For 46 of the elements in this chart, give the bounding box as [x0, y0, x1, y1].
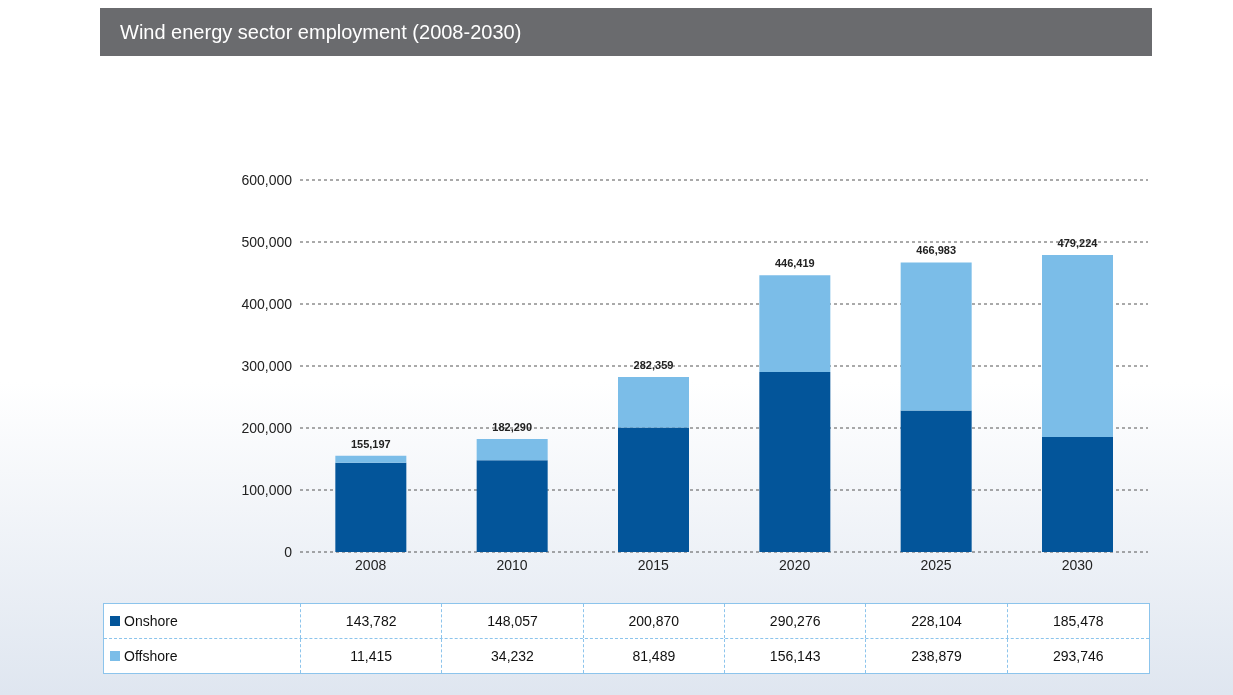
- legend-label: Onshore: [124, 613, 178, 629]
- y-tick-label: 0: [284, 543, 293, 560]
- data-label: 81,489: [583, 639, 725, 673]
- x-tick-label: 2008: [355, 556, 387, 573]
- x-tick-label: 2025: [920, 556, 952, 573]
- data-label: 11,415: [301, 639, 443, 673]
- data-label: 228,104: [866, 604, 1008, 638]
- x-tick-label: 2015: [637, 556, 670, 573]
- chart-title: Wind energy sector employment (2008-2030): [100, 8, 1152, 56]
- total-label: 466,983: [916, 244, 957, 257]
- y-tick-label: 100,000: [241, 481, 293, 498]
- x-tick-label: 2020: [779, 556, 811, 573]
- total-label: 479,224: [1057, 236, 1099, 249]
- data-label: 148,057: [442, 604, 584, 638]
- bar: [618, 376, 689, 428]
- y-tick-label: 300,000: [241, 357, 293, 374]
- y-tick-label: 200,000: [241, 419, 293, 436]
- bar: [1042, 437, 1113, 552]
- data-label: 200,870: [583, 604, 725, 638]
- data-label: 185,478: [1052, 612, 1105, 631]
- y-tick-label: 600,000: [241, 171, 293, 188]
- y-tick-label: 500,000: [241, 233, 293, 250]
- bar: [900, 410, 972, 552]
- total-label: 282,359: [633, 358, 674, 371]
- legend-label: Offshore: [124, 648, 178, 664]
- bar: [618, 427, 689, 552]
- bar: [1042, 254, 1113, 437]
- x-tick-label: 2030: [1061, 556, 1094, 573]
- data-label: 156,143: [724, 639, 867, 673]
- x-tick-label: 2010: [496, 556, 528, 573]
- bar: [759, 275, 831, 373]
- bar: [759, 372, 831, 552]
- data-label: 238,879: [866, 639, 1008, 673]
- total-label: 446,419: [774, 257, 815, 270]
- total-label: 155,197: [350, 437, 391, 450]
- y-tick-label: 400,000: [241, 295, 293, 312]
- bar: [335, 455, 407, 463]
- total-label: 182,290: [492, 420, 533, 433]
- data-label: 34,232: [442, 639, 584, 673]
- bar: [476, 438, 548, 461]
- data-label: 143,782: [301, 604, 443, 638]
- bar: [900, 262, 972, 411]
- data-label: 293,746: [1052, 647, 1105, 666]
- bar: [476, 460, 548, 552]
- bar: [335, 462, 407, 552]
- data-label: 290,276: [724, 604, 867, 638]
